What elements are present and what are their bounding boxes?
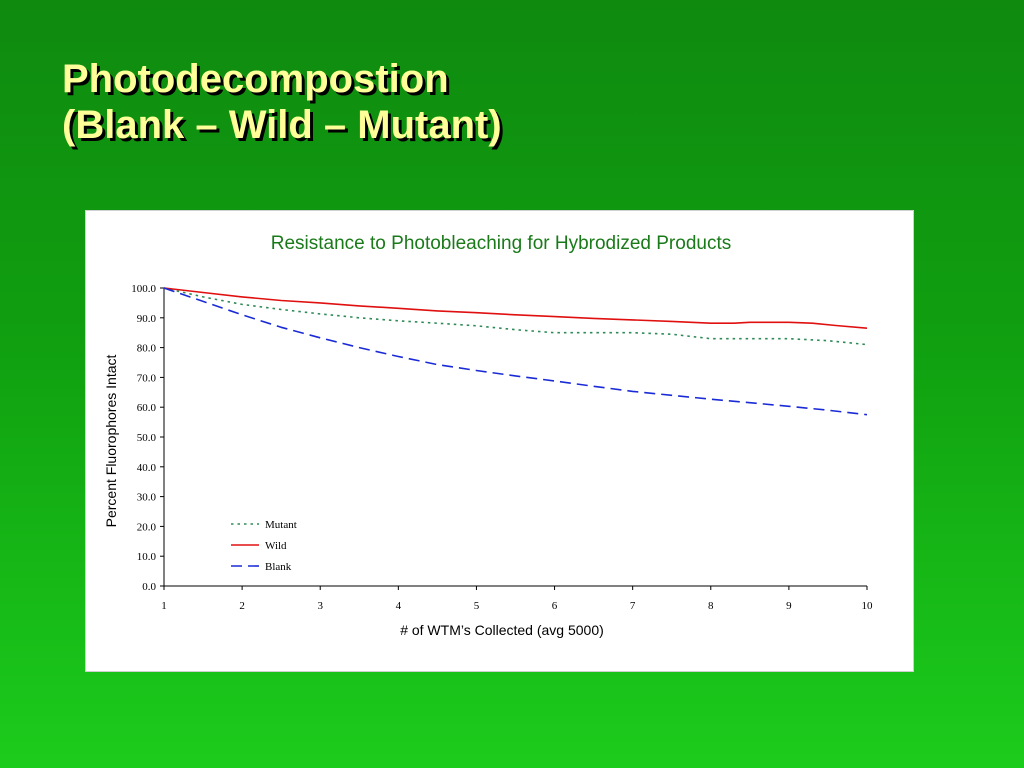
axes: 0.0 10.0 20.0 30.0 40.0 50.0 60.0 70.0 80.0 90.0 1… (131, 283, 873, 612)
y-tick-label: 70.0 (137, 372, 157, 384)
y-tick-label: 50.0 (137, 432, 157, 444)
y-tick-label: 60.0 (137, 402, 157, 414)
x-tick-label: 8 (708, 600, 714, 612)
y-tick-label: 90.0 (137, 313, 157, 325)
line-chart: Resistance to Photobleaching for Hybrodi… (103, 233, 873, 638)
x-tick-label: 2 (239, 600, 245, 612)
y-tick-label: 100.0 (131, 283, 156, 295)
x-tick-label: 4 (396, 600, 402, 612)
series-line-blank (163, 287, 868, 416)
slide-title-line-2: (Blank – Wild – Mutant) (62, 103, 502, 147)
x-tick-label: 9 (786, 600, 792, 612)
chart-title: Resistance to Photobleaching for Hybrodi… (271, 233, 731, 254)
series-lines (163, 287, 868, 416)
slide-title-line-1: Photodecompostion (62, 57, 449, 101)
y-tick-label: 0.0 (142, 581, 156, 593)
x-tick-label: 10 (862, 600, 874, 612)
series-line-wild (163, 287, 868, 329)
y-tick-label: 40.0 (137, 462, 157, 474)
x-tick-label: 3 (317, 600, 323, 612)
y-tick-label: 20.0 (137, 521, 157, 533)
x-tick-label: 5 (474, 600, 480, 612)
legend: Mutant Wild Blank (231, 519, 297, 573)
x-tick-label: 6 (552, 600, 558, 612)
y-tick-label: 80.0 (137, 343, 157, 355)
legend-label-wild: Wild (265, 540, 287, 552)
series-line-mutant (163, 287, 868, 346)
chart-panel: Resistance to Photobleaching for Hybrodi… (85, 210, 914, 672)
y-tick-label: 30.0 (137, 492, 157, 504)
legend-label-blank: Blank (265, 561, 292, 573)
legend-label-mutant: Mutant (265, 519, 297, 531)
y-tick-label: 10.0 (137, 551, 157, 563)
x-tick-label: 1 (161, 600, 167, 612)
x-tick-label: 7 (630, 600, 636, 612)
slide-title: Photodecompostion (Blank – Wild – Mutant… (62, 56, 502, 148)
y-axis-title: Percent Fluorophores Intact (103, 355, 119, 528)
x-axis-title: # of WTM’s Collected (avg 5000) (400, 622, 604, 638)
